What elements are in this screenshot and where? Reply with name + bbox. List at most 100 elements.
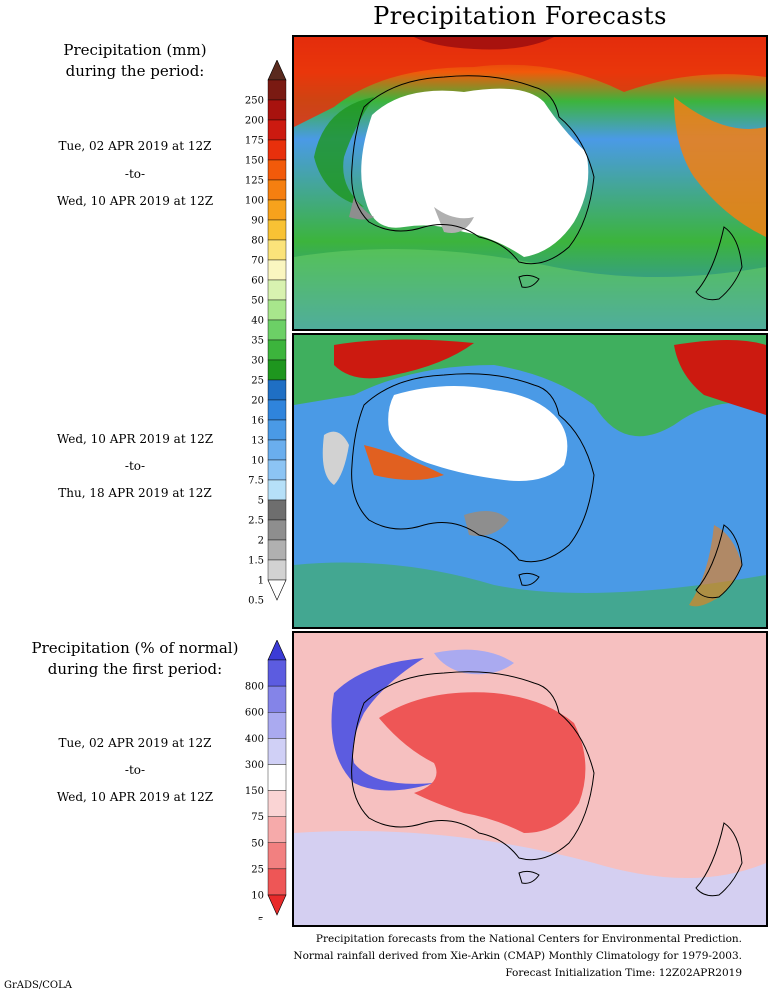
pct-colorbar-tick-label: 400 (245, 734, 264, 745)
mm-colorbar-swatch (267, 139, 287, 161)
pct-colorbar-swatch (267, 868, 287, 896)
mm-colorbar-swatch (267, 359, 287, 381)
mm-colorbar-tick-label: 250 (245, 96, 264, 107)
mm-colorbar-swatch (267, 99, 287, 121)
precip-map-week1 (292, 35, 768, 331)
pct-colorbar-swatch (267, 816, 287, 843)
pct-colorbar-swatch (267, 685, 287, 713)
panel1-heading-line2: during the period: (65, 62, 205, 80)
precip-percent-normal-map (292, 631, 768, 927)
pct-colorbar-swatch (267, 738, 287, 765)
mm-colorbar-swatch (267, 319, 287, 341)
mm-colorbar-tick-label: 1.5 (248, 556, 264, 567)
grads-credit: GrADS/COLA (4, 980, 72, 991)
mm-colorbar-swatch (267, 219, 287, 241)
mm-colorbar-tick-label: 16 (251, 416, 264, 427)
mm-colorbar-tick-label: 2.5 (248, 516, 264, 527)
pct-colorbar-tick-label: 25 (251, 864, 264, 875)
pct-colorbar-tick-label: 150 (245, 786, 264, 797)
mm-colorbar-swatch (267, 379, 287, 401)
footer-notes: Precipitation forecasts from the Nationa… (293, 931, 742, 982)
mm-colorbar-swatch (267, 499, 287, 521)
mm-colorbar-tick-label: 50 (251, 296, 264, 307)
panel2-sep: -to- (124, 459, 146, 473)
panel3-end: Wed, 10 APR 2019 at 12Z (56, 790, 214, 804)
mm-colorbar-arrow-bottom (267, 579, 287, 601)
mm-colorbar-tick-label: 70 (251, 256, 264, 267)
mm-colorbar-swatch (267, 439, 287, 461)
panel3-start: Tue, 02 APR 2019 at 12Z (58, 736, 212, 750)
mm-colorbar-swatch (267, 419, 287, 441)
mm-colorbar-swatch (267, 559, 287, 581)
mm-colorbar-swatch (267, 199, 287, 221)
pct-colorbar-arrow-bottom (267, 894, 287, 916)
mm-colorbar-tick-label: 5 (258, 496, 264, 507)
mm-colorbar-swatch (267, 539, 287, 561)
mm-colorbar-swatch (267, 119, 287, 141)
mm-colorbar-swatch (267, 239, 287, 261)
mm-colorbar-swatch (267, 339, 287, 361)
panel3-heading-line2: during the first period: (47, 660, 223, 678)
mm-colorbar-tick-label: 13 (251, 436, 264, 447)
panel2-start: Wed, 10 APR 2019 at 12Z (56, 432, 214, 446)
panel1-start: Tue, 02 APR 2019 at 12Z (58, 139, 212, 153)
pct-colorbar-arrow-top (267, 640, 287, 661)
panel1-heading-line1: Precipitation (mm) (63, 41, 207, 59)
panel2-end: Thu, 18 APR 2019 at 12Z (58, 486, 212, 500)
mm-colorbar-swatch (267, 179, 287, 201)
mm-colorbar-tick-label: 20 (251, 396, 264, 407)
mm-colorbar-tick-label: 10 (251, 456, 264, 467)
mm-colorbar-swatch (267, 459, 287, 481)
mm-colorbar-tick-label: 200 (245, 116, 264, 127)
panel1-end: Wed, 10 APR 2019 at 12Z (56, 194, 214, 208)
mm-colorbar-tick-label: 80 (251, 236, 264, 247)
pct-colorbar-swatch (267, 712, 287, 739)
mm-colorbar-tick-label: 2 (258, 536, 264, 547)
pct-colorbar-tick-label: 75 (251, 812, 264, 823)
pct-colorbar-swatch (267, 659, 287, 687)
panel3-heading: Precipitation (% of normal) during the f… (0, 638, 270, 680)
mm-colorbar-swatch (267, 399, 287, 421)
precip-map-week2 (292, 333, 768, 629)
panel3-heading-line1: Precipitation (% of normal) (31, 639, 239, 657)
panel1-sep: -to- (124, 167, 146, 181)
pct-colorbar-swatch (267, 842, 287, 870)
pct-colorbar-tick-label: 300 (245, 760, 264, 771)
footer-line3: Forecast Initialization Time: 12Z02APR20… (505, 967, 742, 979)
mm-colorbar-tick-label: 25 (251, 376, 264, 387)
mm-colorbar-swatch (267, 259, 287, 281)
mm-colorbar-swatch (267, 159, 287, 181)
pct-colorbar-tick-label: 10 (251, 891, 264, 902)
pct-colorbar-tick-label: 50 (251, 838, 264, 849)
mm-colorbar-arrow-top (267, 60, 287, 81)
pct-colorbar-swatch (267, 764, 287, 791)
mm-colorbar: 2502001751501251009080706050403530252016… (245, 60, 287, 607)
mm-colorbar-tick-label: 90 (251, 216, 264, 227)
mm-colorbar-tick-label: 150 (245, 156, 264, 167)
pct-colorbar-tick-label: 800 (245, 682, 264, 693)
footer-line2: Normal rainfall derived from Xie-Arkin (… (293, 950, 742, 962)
mm-colorbar-tick-label: 7.5 (248, 476, 264, 487)
mm-colorbar-swatch (267, 519, 287, 541)
mm-colorbar-tick-label: 0.5 (248, 596, 264, 607)
page-title: Precipitation Forecasts (373, 2, 667, 30)
mm-colorbar-tick-label: 175 (245, 136, 264, 147)
panel1-heading: Precipitation (mm) during the period: (0, 40, 270, 82)
mm-colorbar-swatch (267, 299, 287, 321)
mm-colorbar-tick-label: 100 (245, 196, 264, 207)
mm-colorbar-swatch (267, 279, 287, 301)
mm-colorbar-tick-label: 1 (258, 576, 264, 587)
mm-colorbar-swatch (267, 479, 287, 501)
panel3-sep: -to- (124, 763, 146, 777)
pct-colorbar-tick-label: 5 (258, 917, 264, 920)
footer-line1: Precipitation forecasts from the Nationa… (315, 933, 742, 945)
mm-colorbar-tick-label: 125 (245, 176, 264, 187)
mm-colorbar-swatch (267, 79, 287, 101)
pct-colorbar-tick-label: 600 (245, 708, 264, 719)
mm-colorbar-tick-label: 60 (251, 276, 264, 287)
mm-colorbar-tick-label: 40 (251, 316, 264, 327)
pct-colorbar: 800 600 400 300 150 75 50 25 10 5 (245, 640, 287, 920)
mm-colorbar-tick-label: 35 (251, 336, 264, 347)
pct-colorbar-swatch (267, 790, 287, 817)
mm-colorbar-tick-label: 30 (251, 356, 264, 367)
